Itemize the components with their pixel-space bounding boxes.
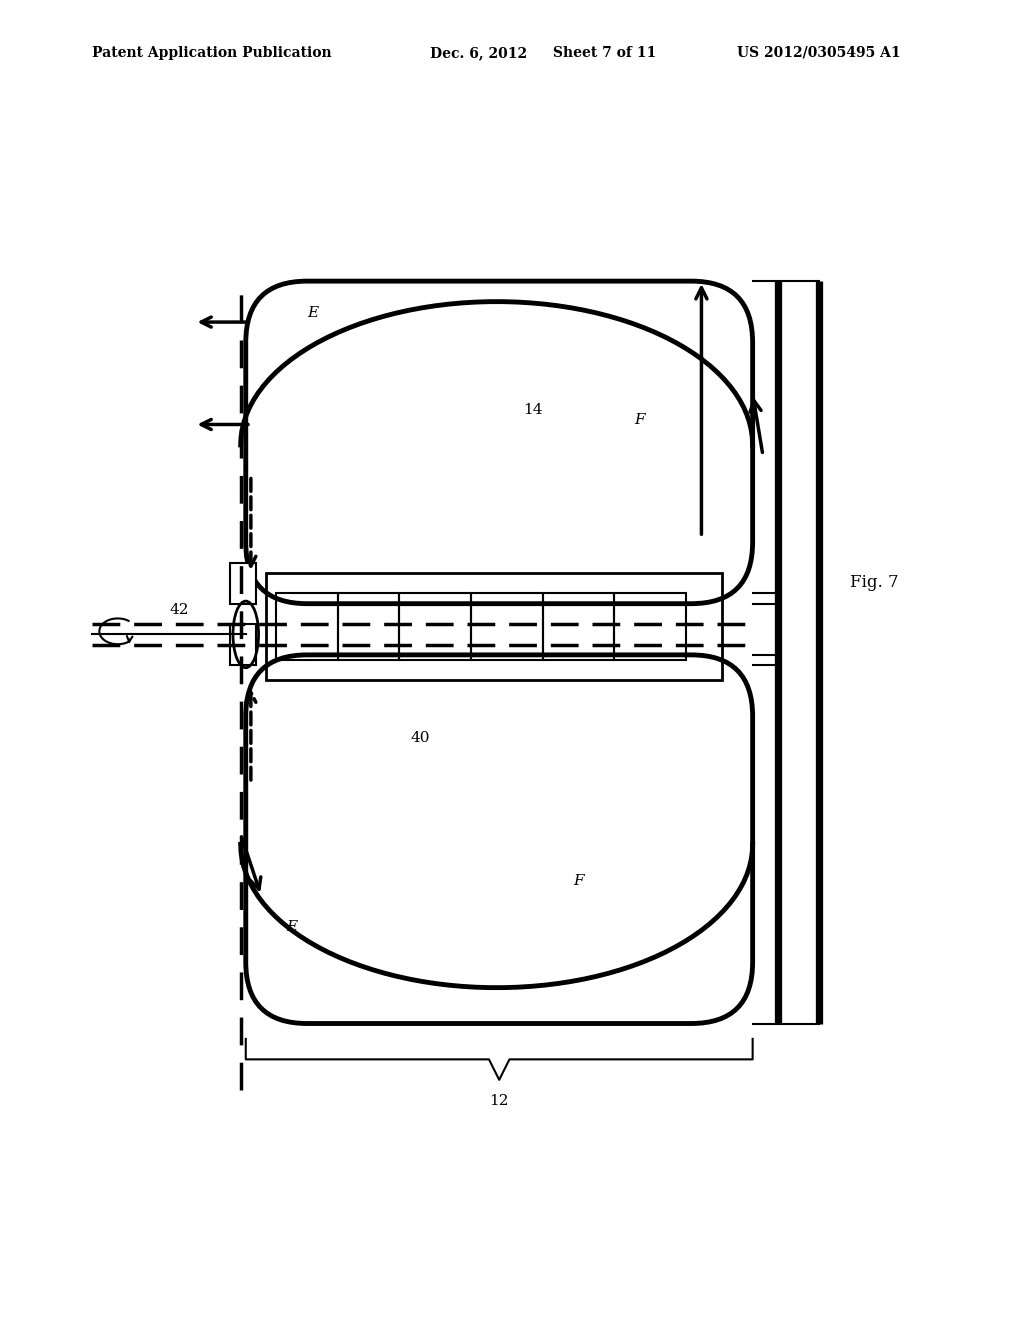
Text: 42: 42 xyxy=(169,603,189,616)
Bar xyxy=(276,594,338,660)
Bar xyxy=(399,594,471,660)
Text: F: F xyxy=(573,874,584,888)
Bar xyxy=(614,594,686,660)
Text: Fig. 7: Fig. 7 xyxy=(850,574,898,591)
Text: 14: 14 xyxy=(522,403,543,417)
Bar xyxy=(338,594,399,660)
Text: E: E xyxy=(287,920,297,935)
Bar xyxy=(471,594,543,660)
Bar xyxy=(230,624,256,665)
Bar xyxy=(543,594,614,660)
Bar xyxy=(230,562,256,603)
Text: Sheet 7 of 11: Sheet 7 of 11 xyxy=(553,46,656,59)
Text: 40: 40 xyxy=(410,731,430,744)
Bar xyxy=(266,573,722,681)
Text: Dec. 6, 2012: Dec. 6, 2012 xyxy=(430,46,527,59)
Text: US 2012/0305495 A1: US 2012/0305495 A1 xyxy=(737,46,901,59)
Text: F: F xyxy=(635,413,645,428)
Text: E: E xyxy=(307,306,317,319)
Text: 12: 12 xyxy=(489,1094,509,1109)
Text: Patent Application Publication: Patent Application Publication xyxy=(92,46,332,59)
